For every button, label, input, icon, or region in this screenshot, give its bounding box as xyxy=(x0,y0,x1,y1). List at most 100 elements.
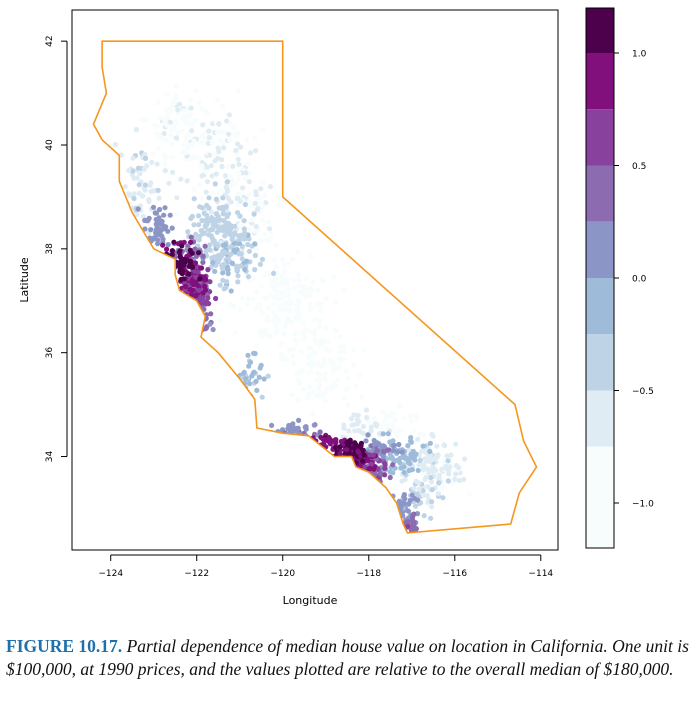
data-point xyxy=(307,352,313,358)
data-point xyxy=(209,140,215,146)
data-point xyxy=(385,431,391,437)
data-point xyxy=(207,279,213,285)
data-point xyxy=(338,334,344,340)
data-point xyxy=(298,438,304,445)
data-point xyxy=(210,190,216,196)
data-point xyxy=(168,262,174,269)
data-point xyxy=(323,325,329,331)
data-point xyxy=(213,295,219,302)
data-point xyxy=(445,478,451,484)
data-point xyxy=(210,259,216,266)
data-point xyxy=(435,491,441,497)
data-point xyxy=(204,179,211,185)
data-point xyxy=(420,432,426,438)
data-point xyxy=(251,211,257,217)
data-point xyxy=(219,227,225,233)
caption-label: FIGURE 10.17. xyxy=(6,636,123,656)
data-point xyxy=(169,248,175,254)
data-point xyxy=(303,426,309,432)
data-point xyxy=(364,414,370,421)
data-point xyxy=(188,121,195,127)
data-point xyxy=(164,116,171,122)
data-point xyxy=(157,206,163,213)
data-point xyxy=(278,295,285,302)
data-point xyxy=(167,261,173,267)
data-point xyxy=(162,155,169,161)
data-point xyxy=(197,233,203,239)
data-point xyxy=(196,287,202,293)
data-point xyxy=(258,283,264,289)
data-point xyxy=(297,381,303,387)
data-point xyxy=(354,417,360,423)
data-point xyxy=(211,152,217,158)
data-point xyxy=(154,161,160,167)
colorbar-tick-label: −0.5 xyxy=(632,387,654,397)
data-point xyxy=(289,392,295,398)
data-point xyxy=(198,313,204,319)
data-point xyxy=(228,288,234,294)
data-point xyxy=(242,201,248,208)
data-point xyxy=(387,474,393,481)
data-point xyxy=(170,169,176,175)
data-point xyxy=(405,523,411,529)
data-point xyxy=(371,466,377,472)
data-point xyxy=(269,422,275,428)
data-point xyxy=(251,275,257,281)
data-point xyxy=(395,519,401,525)
data-point xyxy=(421,462,427,468)
data-point xyxy=(421,513,427,519)
data-point xyxy=(363,438,369,444)
data-point xyxy=(191,196,197,202)
data-point xyxy=(363,407,370,413)
data-point xyxy=(237,198,243,204)
data-point xyxy=(220,270,226,276)
y-axis: 34 36 38 40 42 xyxy=(45,35,68,462)
data-point xyxy=(236,240,242,246)
data-point xyxy=(236,170,242,177)
data-point xyxy=(270,301,276,307)
data-point xyxy=(342,458,348,465)
colorbar-tick-label: 0.5 xyxy=(632,162,646,172)
data-point xyxy=(331,381,337,387)
colorbar-bin xyxy=(586,221,614,279)
data-point xyxy=(169,225,175,231)
data-point xyxy=(188,308,194,314)
data-point xyxy=(238,263,244,269)
data-point xyxy=(341,422,347,428)
data-point xyxy=(244,301,250,307)
data-point xyxy=(394,433,400,439)
data-point xyxy=(357,372,363,379)
data-point xyxy=(220,140,226,146)
data-point xyxy=(335,377,341,383)
data-point xyxy=(202,243,208,249)
data-point xyxy=(196,284,202,290)
data-point xyxy=(411,427,417,433)
data-point xyxy=(200,259,206,265)
data-point xyxy=(228,223,234,229)
data-point xyxy=(177,253,183,259)
data-point xyxy=(332,489,338,495)
data-point xyxy=(164,91,170,97)
data-point xyxy=(351,347,357,353)
data-point xyxy=(401,500,408,506)
data-point xyxy=(360,447,366,453)
data-point xyxy=(357,470,363,476)
data-point xyxy=(288,319,294,325)
data-point xyxy=(429,487,435,493)
data-point xyxy=(192,246,198,252)
data-point xyxy=(415,436,421,442)
colorbar-tick-label: −1.0 xyxy=(632,500,654,510)
data-point xyxy=(316,324,322,330)
data-point xyxy=(295,249,301,255)
data-point xyxy=(217,256,223,262)
colorbar-bin xyxy=(586,53,614,110)
data-point xyxy=(150,204,157,210)
data-point xyxy=(214,129,220,135)
data-point xyxy=(370,482,376,488)
data-point xyxy=(175,130,181,136)
data-point xyxy=(360,347,367,353)
caption-text: Partial dependence of median house value… xyxy=(6,636,689,679)
data-point xyxy=(252,252,258,259)
colorbar-tick-label: 0.0 xyxy=(632,275,647,285)
data-point xyxy=(300,337,306,343)
